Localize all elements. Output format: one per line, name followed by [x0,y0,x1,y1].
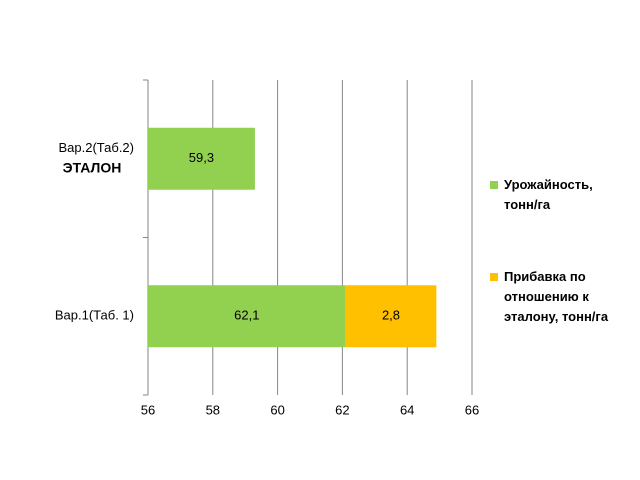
legend-label: Прибавка по отношению к эталону, тонн/га [504,269,609,324]
data-label: 59,3 [189,150,214,165]
y-tick-label: Вар.2(Таб.2) [58,140,134,155]
y-tick-label: ЭТАЛОН [63,159,122,175]
x-tick-label: 60 [270,402,284,417]
data-label: 2,8 [382,308,400,323]
legend-label: Урожайность, тонн/га [504,177,593,212]
x-tick-label: 58 [206,402,220,417]
y-tick-label: Вар.1(Таб. 1) [55,308,134,323]
x-tick-label: 62 [335,402,349,417]
x-tick-label: 64 [400,402,414,417]
bar [148,127,255,190]
bar [148,285,346,348]
legend-item: Урожайность, тонн/га [490,175,630,215]
data-label: 62,1 [234,308,259,323]
legend: Урожайность, тонн/га Прибавка по отношени… [490,175,630,379]
x-tick-label: 66 [465,402,479,417]
bar [345,285,437,348]
legend-key [490,273,498,281]
x-tick-label: 56 [141,402,155,417]
legend-key [490,181,498,189]
legend-item: Прибавка по отношению к эталону, тонн/га [490,267,630,327]
